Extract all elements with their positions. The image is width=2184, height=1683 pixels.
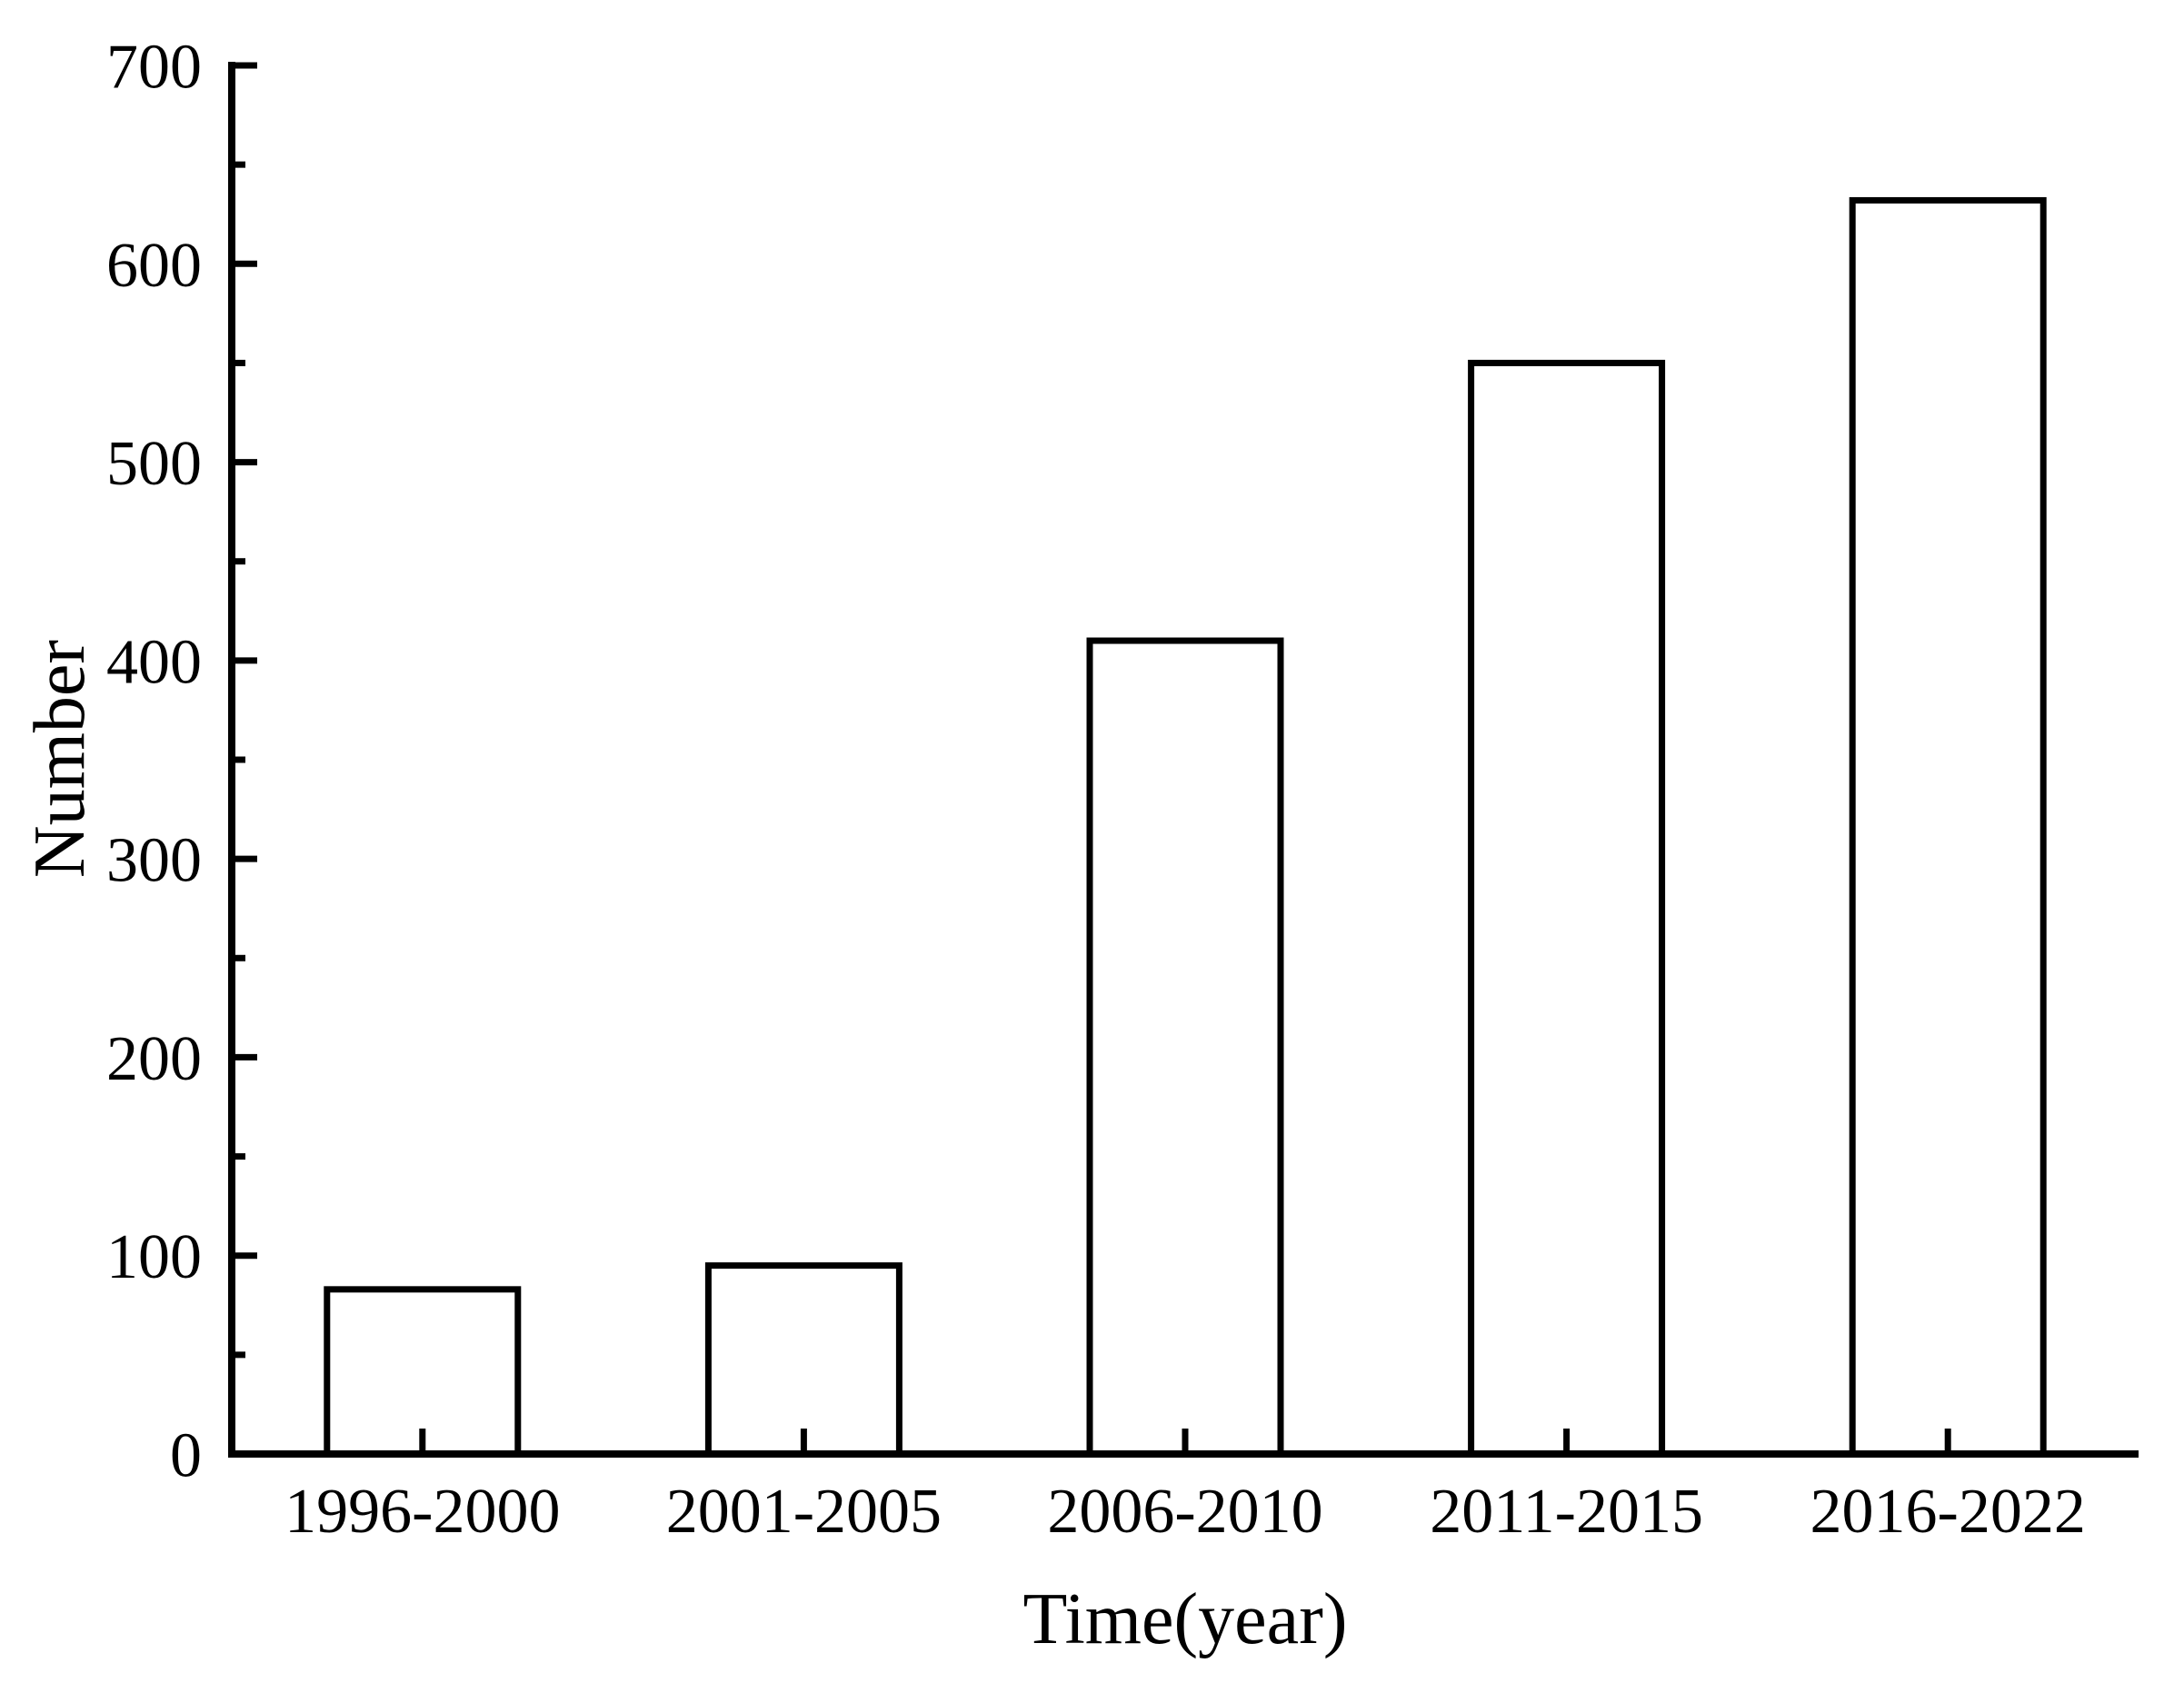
y-tick-label: 0: [170, 1421, 202, 1491]
y-tick-label: 400: [106, 627, 202, 697]
bar: [1468, 359, 1666, 1458]
bars-group: [324, 196, 2047, 1458]
x-tick-label: 2016-2022: [1810, 1477, 2086, 1547]
x-tick-label: 1996-2000: [284, 1477, 560, 1547]
y-axis-ticks-group: [232, 62, 257, 1359]
y-tick-label: 600: [106, 231, 202, 301]
bar: [1086, 637, 1284, 1458]
y-axis-title: Number: [20, 640, 100, 878]
x-tick-label: 2001-2005: [666, 1477, 942, 1547]
y-axis-tick-labels-group: 0 100 200 300 400 500 600 700: [106, 33, 202, 1491]
y-tick-label: 500: [106, 429, 202, 499]
x-tick-label: 2006-2010: [1047, 1477, 1322, 1547]
x-axis-title: Time(year): [1023, 1579, 1348, 1659]
x-tick-label: 2011-2015: [1430, 1477, 1703, 1547]
bar: [704, 1262, 903, 1458]
bar: [324, 1286, 522, 1458]
y-tick-label: 200: [106, 1024, 202, 1094]
y-tick-label: 300: [106, 826, 202, 896]
y-tick-label: 700: [106, 33, 202, 103]
y-tick-label: 100: [106, 1222, 202, 1292]
bar: [1849, 196, 2047, 1458]
x-axis-ticks-group: [419, 1429, 1951, 1454]
x-axis-tick-labels-group: 1996-2000 2001-2005 2006-2010 2011-2015 2016…: [284, 1477, 2086, 1547]
